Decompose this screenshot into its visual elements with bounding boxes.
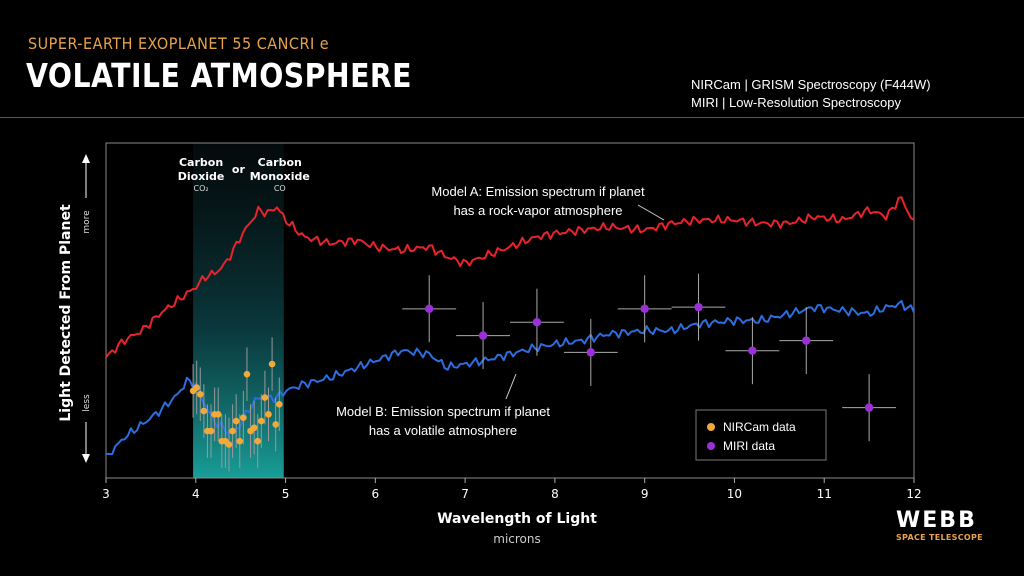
band-label-carbon-monoxide-1: Carbon [258,156,302,169]
model-b-label-line2: has a volatile atmosphere [369,423,517,438]
nircam-point [243,370,251,378]
miri-point [586,348,595,357]
nircam-point [254,437,262,445]
nircam-point [240,414,247,422]
band-label-or: or [232,163,246,176]
model-b-line [105,300,915,456]
model-lines [105,196,915,456]
model-a-callout [637,204,665,221]
legend-nircam-marker [707,423,715,431]
legend-miri-label: MIRI data [723,439,775,453]
band-label-carbon-dioxide-2: Dioxide [178,170,225,183]
nircam-point [232,417,240,425]
nircam-point [258,417,265,425]
nircam-point [265,411,272,418]
nircam-point [272,421,279,428]
nircam-point [250,424,258,432]
nircam-point [200,407,208,415]
nircam-point [261,394,269,401]
nircam-point [275,401,283,408]
header-divider [0,117,1024,118]
y-axis-less-label: less [82,394,92,412]
instrument-line-nircam: NIRCam | GRISM Spectroscopy (F444W) [691,77,931,92]
nircam-point [196,390,204,398]
y-axis-down-arrow-icon [82,454,90,463]
nircam-point [207,427,215,435]
x-tick-label: 3 [102,487,110,501]
miri-point [425,304,434,314]
model-a-label-line1: Model A: Emission spectrum if planet [431,184,645,199]
nircam-point [225,441,233,448]
y-axis-label-group: Light Detected From Planet more less [58,154,92,463]
band-label-carbon-monoxide-2: Monoxide [250,170,310,183]
x-axis-label: Wavelength of Light [437,511,597,527]
miri-point [640,304,649,314]
legend: NIRCam data MIRI data [695,409,827,461]
model-a-line [105,196,915,358]
x-tick-label: 8 [551,487,559,501]
y-axis-more-label: more [82,210,92,234]
x-tick-label: 11 [817,487,832,501]
nircam-point [193,384,200,391]
band-formula-co: CO [274,184,286,193]
x-tick-label: 4 [192,487,200,501]
x-tick-label: 7 [461,487,469,501]
legend-nircam-label: NIRCam data [723,420,796,434]
x-tick-label: 12 [906,487,921,501]
x-axis-unit: microns [493,532,541,546]
band-formula-co2: CO₂ [194,184,209,193]
nircam-point [214,411,222,418]
x-tick-label: 10 [727,487,742,501]
x-tick-label: 5 [282,487,290,501]
miri-point [532,318,542,327]
y-axis-label: Light Detected From Planet [58,204,74,422]
nircam-point [268,360,276,368]
model-a-label-line2: has a rock-vapor atmosphere [453,203,622,218]
band-label-carbon-dioxide-1: Carbon [179,156,223,169]
super-title: SUPER-EARTH EXOPLANET 55 CANCRI e [28,34,330,53]
model-b-callout [505,373,517,400]
instrument-line-miri: MIRI | Low-Resolution Spectroscopy [691,95,902,110]
x-tick-label: 6 [372,487,380,501]
miri-point [748,346,757,355]
page-title: VOLATILE ATMOSPHERE [26,56,412,95]
x-tick-label: 9 [641,487,649,501]
webb-logo: WEBB [896,508,977,533]
nircam-point [229,427,236,435]
miri-point [864,403,874,412]
nircam-point [236,437,244,445]
model-b-label-line1: Model B: Emission spectrum if planet [336,404,550,419]
miri-point [694,302,703,312]
webb-logo-subtitle: SPACE TELESCOPE [896,533,983,542]
miri-point [802,336,811,345]
legend-miri-marker [707,442,715,450]
x-axis-ticks: 3 4 5 6 7 8 9 10 11 12 [102,478,922,501]
y-axis-up-arrow-icon [82,154,90,163]
data-points [189,273,897,472]
miri-point [478,331,488,340]
